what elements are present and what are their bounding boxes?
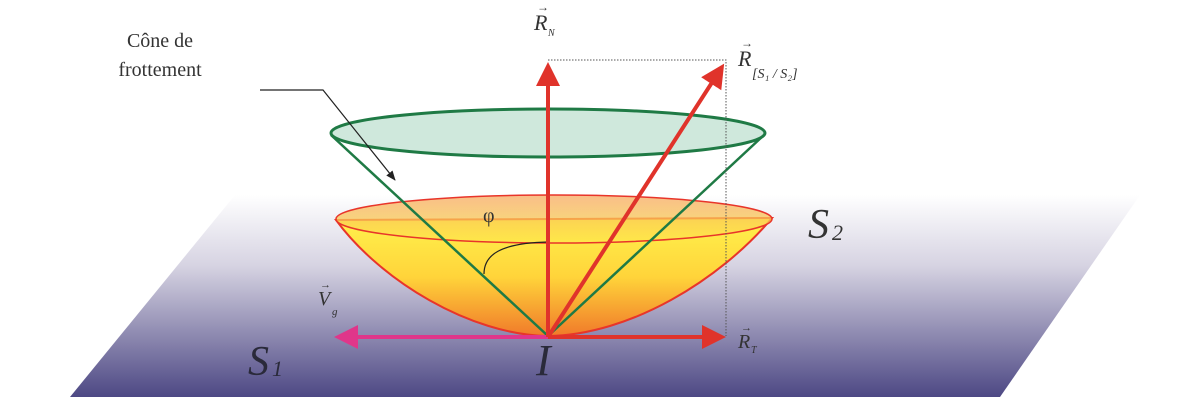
label-rn: R → N [533,0,556,39]
s2-symbol: S [808,202,829,248]
vg-subscript: g [332,306,338,318]
vg-symbol: V [318,288,333,310]
rn-subscript: N [547,28,556,39]
label-vg: V → g [318,279,338,318]
rt-symbol: R [737,331,750,353]
cone-label-pointer [260,89,396,181]
s2-subscript: 2 [832,220,843,245]
rs-symbol: R [737,46,752,71]
friction-cone-right-edge [547,134,765,337]
label-contact-point: I [535,336,553,385]
cone-label-line2: frottement [118,59,202,81]
s1-subscript: 1 [272,356,283,381]
vector-arrow-icon: → [320,279,331,291]
label-phi: φ [483,205,495,227]
projection-lines [548,59,727,336]
vector-arrow-icon: → [741,322,752,334]
vector-arrow-icon: → [741,36,753,50]
label-rt: R → T [737,322,758,356]
bowl-rim [335,194,773,244]
vector-arrow-icon: → [537,0,549,14]
rt-subscript: T [751,345,758,356]
rs-subscript: [S₁ / S₂] [752,67,798,82]
cone-label-line1: Cône de [127,30,193,52]
friction-cone-left-edge [330,134,549,337]
total-reaction-arrow [546,63,725,339]
s1-symbol: S [248,339,269,385]
label-s1: S 1 [248,339,283,385]
angle-phi-arc [483,241,549,275]
label-rs1s2: R → [S₁ / S₂] [737,36,798,82]
rn-symbol: R [533,10,548,35]
label-s2: S 2 [808,202,843,248]
